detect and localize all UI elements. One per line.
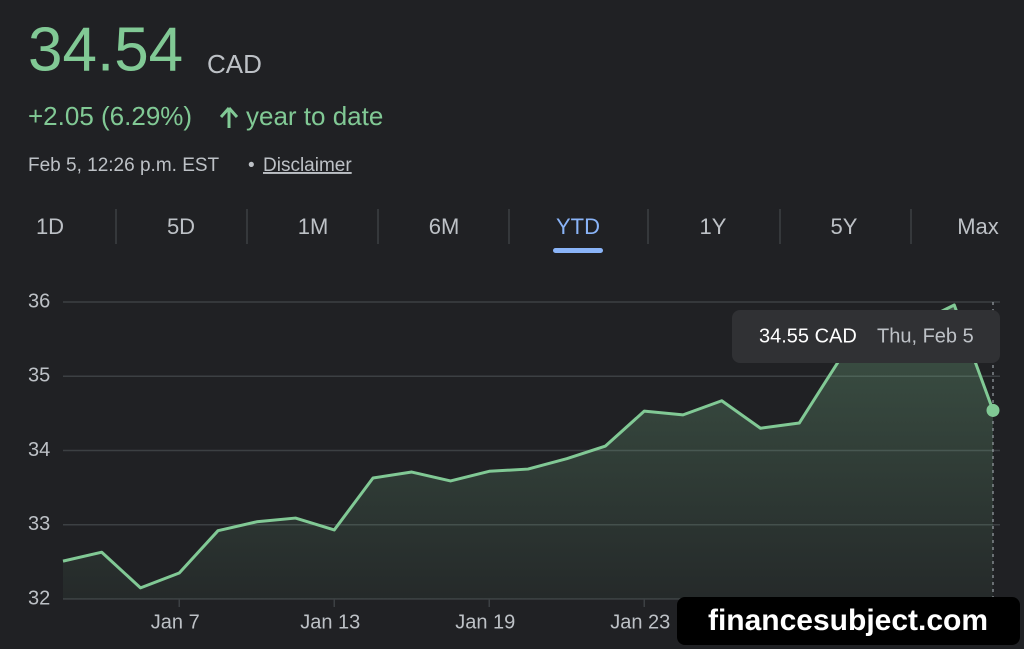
y-tick-label: 33 [28, 513, 50, 535]
y-tick-label: 35 [28, 365, 50, 387]
y-tick-label: 36 [28, 290, 50, 312]
tab[interactable]: 5D [167, 214, 195, 239]
tab-bar: 1D 5D 1M 6M YTD 1Y 5Y Max [36, 209, 999, 253]
price: 34.54 [28, 15, 183, 84]
tooltip [732, 310, 1000, 363]
x-tick-label: Jan 23 [610, 611, 670, 633]
tab[interactable]: YTD [556, 214, 600, 239]
timestamp: Feb 5, 12:26 p.m. EST [28, 155, 220, 176]
plot: 32 33 34 35 36 Jan 7 Jan 13 Jan 19 Jan 23 [28, 290, 1000, 633]
separator: • [248, 155, 255, 176]
watermark: financesubject.com [708, 604, 988, 637]
disclaimer-link[interactable]: Disclaimer [263, 155, 352, 176]
y-tick-label: 32 [28, 587, 50, 609]
watermark-box [677, 597, 1020, 645]
x-tick-label: Jan 7 [151, 611, 200, 633]
tooltip-date: Thu, Feb 5 [877, 325, 974, 347]
tab[interactable]: 1Y [700, 214, 727, 239]
tab[interactable]: 6M [429, 214, 460, 239]
y-tick-label: 34 [28, 439, 50, 461]
change: +2.05 (6.29%) [28, 101, 192, 131]
up-arrow [219, 107, 239, 128]
tab[interactable]: 5Y [831, 214, 858, 239]
tab-indicator [553, 248, 603, 253]
tab[interactable]: Max [957, 214, 999, 239]
tab[interactable]: 1M [298, 214, 329, 239]
current-point [986, 403, 1000, 417]
period: year to date [246, 101, 383, 131]
tooltip-value: 34.55 CAD [759, 325, 857, 347]
currency: CAD [207, 49, 262, 79]
x-tick-label: Jan 19 [455, 611, 515, 633]
area [63, 304, 993, 599]
tab[interactable]: 1D [36, 214, 64, 239]
x-tick-label: Jan 13 [300, 611, 360, 633]
